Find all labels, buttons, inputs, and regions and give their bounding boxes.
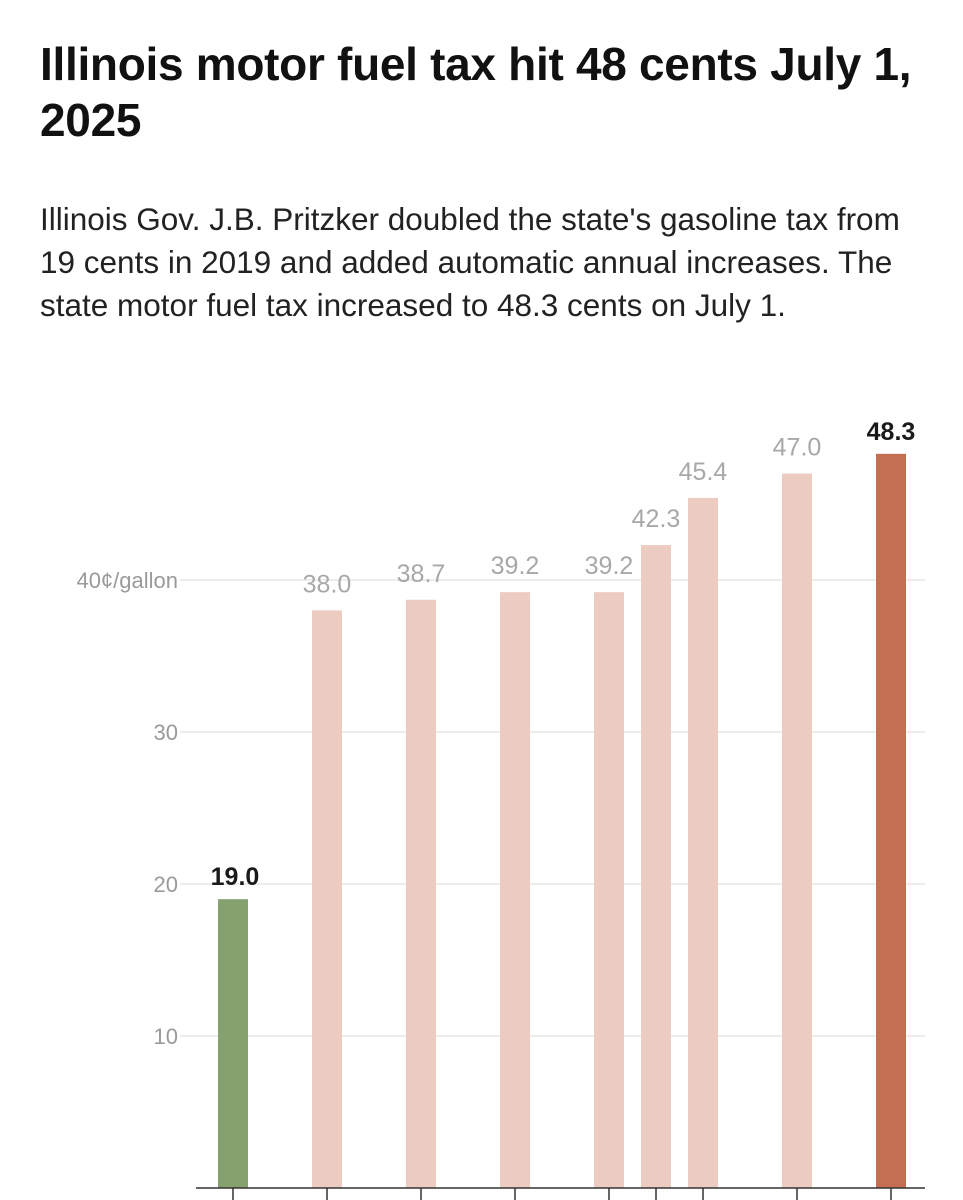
bar [641, 545, 671, 1188]
data-label: 45.4 [679, 458, 728, 486]
bar [218, 899, 248, 1188]
bar [688, 497, 718, 1188]
bar [312, 610, 342, 1188]
bar [500, 592, 530, 1188]
bar [594, 592, 624, 1188]
y-tick-label: 40¢/gallon [76, 568, 178, 593]
y-tick-label: 30 [154, 720, 178, 745]
data-label: 42.3 [632, 505, 681, 533]
bars [218, 453, 906, 1189]
y-tick-label: 10 [154, 1024, 178, 1049]
bar [876, 453, 906, 1189]
data-label: 47.0 [773, 434, 822, 462]
chart-subtitle: Illinois Gov. J.B. Pritzker doubled the … [40, 201, 900, 323]
bar [782, 473, 812, 1189]
data-label: 19.0 [211, 863, 260, 891]
data-label: 39.2 [585, 552, 634, 580]
data-label: 38.7 [397, 560, 446, 588]
data-label: 38.0 [303, 570, 352, 598]
y-tick-label: 20 [154, 872, 178, 897]
chart-title: Illinois motor fuel tax hit 48 cents Jul… [40, 38, 912, 146]
data-labels: 19.0 38.0 38.7 39.2 39.2 42.3 45.4 47.0 48.3 [211, 418, 916, 891]
bar [406, 599, 436, 1188]
x-axis [196, 1187, 925, 1200]
data-label: 39.2 [491, 552, 540, 580]
data-label: 48.3 [867, 418, 916, 446]
gridlines: 10 20 30 40¢/gallon [76, 568, 925, 1049]
